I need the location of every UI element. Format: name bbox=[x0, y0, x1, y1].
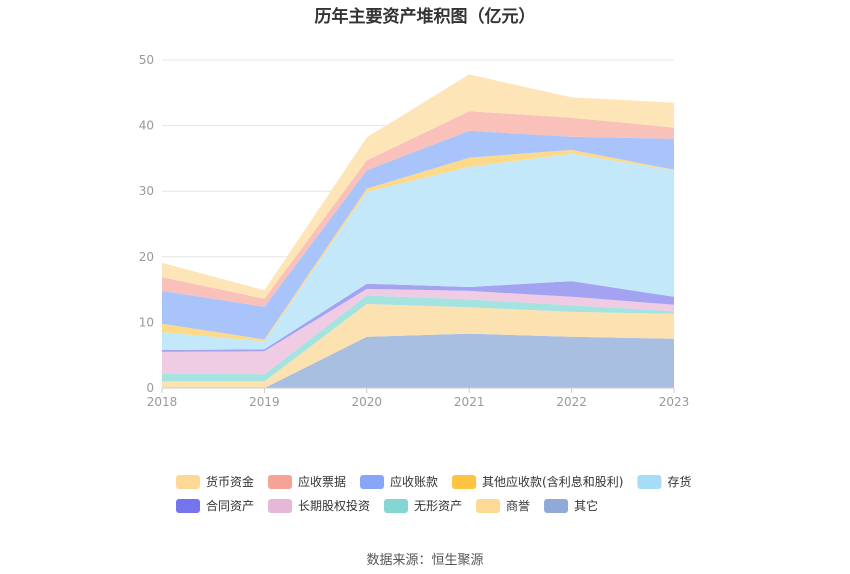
y-tick-label: 50 bbox=[139, 53, 154, 67]
area-series-2 bbox=[162, 295, 674, 382]
y-tick-label: 0 bbox=[146, 381, 154, 395]
legend-item: 货币资金 bbox=[176, 474, 254, 489]
area-series-3 bbox=[162, 288, 674, 375]
legend-label: 其它 bbox=[574, 498, 598, 513]
area-layer bbox=[162, 74, 674, 388]
chart-title: 历年主要资产堆积图（亿元） bbox=[314, 7, 536, 27]
x-tick-label: 2020 bbox=[352, 395, 383, 409]
area-series-8 bbox=[162, 111, 674, 307]
legend-item: 其它 bbox=[544, 498, 598, 513]
legend-swatch bbox=[476, 499, 501, 513]
legend-label: 无形资产 bbox=[414, 499, 462, 513]
x-tick-label: 2019 bbox=[249, 395, 280, 409]
legend-swatch bbox=[544, 499, 569, 513]
y-tick-label: 40 bbox=[139, 119, 154, 133]
area-series-9 bbox=[162, 74, 674, 299]
legend-label: 应收票据 bbox=[298, 474, 346, 489]
y-tick-label: 30 bbox=[139, 184, 154, 198]
legend-swatch bbox=[268, 475, 293, 489]
y-tick-label: 10 bbox=[139, 315, 154, 329]
legend-label: 存货 bbox=[667, 474, 691, 489]
x-tick-label: 2018 bbox=[147, 395, 178, 409]
legend-label: 合同资产 bbox=[206, 498, 254, 513]
axis-layer: 0 10 20 30 40 50 2018 2019 2020 2021 2022 2023 bbox=[139, 53, 690, 409]
legend-item: 存货 bbox=[637, 474, 691, 489]
x-tick-label: 2022 bbox=[556, 395, 587, 409]
legend-swatch bbox=[360, 475, 385, 489]
legend-item: 其他应收款(含利息和股利) bbox=[452, 474, 623, 489]
legend-label: 长期股权投资 bbox=[298, 498, 370, 513]
legend-item: 商誉 bbox=[476, 498, 530, 513]
legend-item: 合同资产 bbox=[176, 498, 254, 513]
x-tick-label: 2021 bbox=[454, 395, 485, 409]
legend-item: 应收票据 bbox=[268, 474, 346, 489]
legend-swatch bbox=[384, 499, 409, 513]
legend-item: 无形资产 bbox=[384, 499, 462, 513]
data-source: 数据来源：恒生聚源 bbox=[366, 553, 484, 568]
area-series-4 bbox=[162, 281, 674, 352]
legend-swatch bbox=[176, 475, 200, 489]
x-tick-label: 2023 bbox=[659, 395, 690, 409]
area-series-0 bbox=[162, 333, 674, 388]
legend-label: 应收账款 bbox=[390, 474, 438, 489]
legend-label: 商誉 bbox=[506, 498, 530, 513]
legend-label: 其他应收款(含利息和股利) bbox=[482, 474, 623, 489]
legend-swatch bbox=[268, 499, 293, 513]
legend-swatch bbox=[452, 475, 477, 489]
y-tick-label: 20 bbox=[139, 250, 154, 264]
area-series-7 bbox=[162, 130, 674, 340]
legend-item: 应收账款 bbox=[360, 474, 438, 489]
area-series-5 bbox=[162, 153, 674, 350]
legend-item: 长期股权投资 bbox=[268, 498, 370, 513]
legend-label: 货币资金 bbox=[206, 474, 254, 489]
legend-swatch bbox=[637, 475, 662, 489]
legend-swatch bbox=[176, 499, 200, 513]
area-series-1 bbox=[162, 304, 674, 388]
